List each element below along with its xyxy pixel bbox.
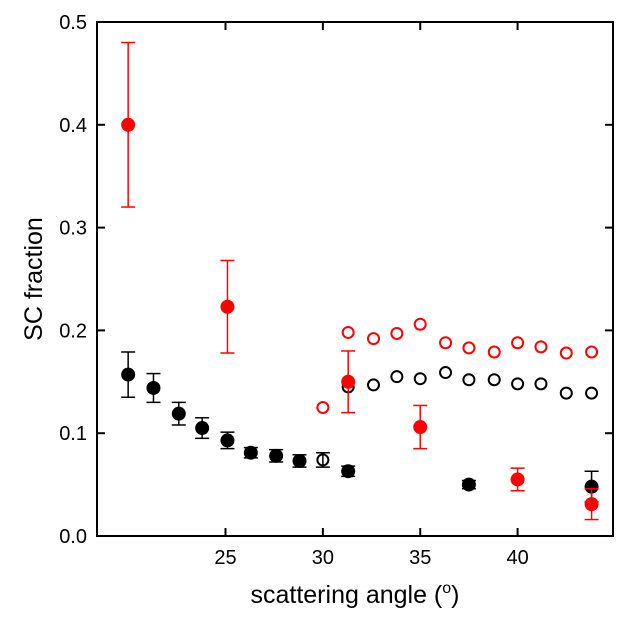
open-point [511, 377, 525, 391]
open-point [462, 373, 476, 387]
open-point [585, 386, 599, 400]
open-point [316, 401, 330, 414]
filled-point [584, 497, 599, 512]
open-point [413, 372, 427, 386]
x-tick-label: 25 [214, 547, 236, 569]
open-point [413, 317, 427, 331]
open-point [511, 336, 525, 350]
y-tick-label: 0.3 [59, 218, 87, 240]
y-axis-label: SC fraction [20, 217, 48, 341]
y-tick-label: 0.1 [59, 423, 87, 445]
filled-point [341, 464, 356, 479]
filled-point [341, 374, 356, 389]
x-tick-label: 40 [506, 547, 528, 569]
filled-point [269, 448, 284, 463]
filled-point [121, 367, 136, 382]
open-point [559, 386, 573, 400]
filled-point [195, 421, 210, 436]
filled-point [146, 380, 161, 395]
open-point [487, 373, 501, 387]
open-point [534, 377, 548, 391]
filled-point [121, 117, 136, 132]
filled-point [220, 299, 235, 314]
open-point [439, 336, 453, 350]
filled-point [584, 479, 599, 494]
filled-point [510, 472, 525, 487]
filled-point [171, 406, 186, 421]
open-point [585, 345, 599, 359]
plot-frame [96, 21, 614, 537]
x-label-text: scattering angle ( [250, 581, 442, 609]
open-point [390, 326, 404, 340]
y-tick-label: 0.5 [59, 12, 87, 34]
open-point [487, 345, 501, 359]
open-point [366, 378, 380, 392]
y-tick-label: 0.0 [59, 526, 87, 548]
x-axis-label: scattering angle (o) [250, 580, 459, 609]
open-point [341, 325, 355, 339]
open-point [439, 366, 453, 380]
x-label-sup: o [442, 580, 451, 597]
open-point [366, 332, 380, 346]
y-tick-label: 0.4 [59, 115, 87, 137]
x-tick-label: 35 [409, 547, 431, 569]
filled-point [413, 420, 428, 435]
filled-point [461, 477, 476, 492]
open-point [390, 370, 404, 384]
open-point [462, 341, 476, 355]
y-tick-label: 0.2 [59, 320, 87, 342]
open-point [559, 346, 573, 360]
filled-point [220, 433, 235, 448]
x-tick-label: 30 [312, 547, 334, 569]
filled-point [243, 445, 258, 460]
filled-point [292, 453, 307, 468]
open-point [534, 340, 548, 354]
open-point [316, 453, 330, 467]
x-label-end: ) [451, 581, 459, 609]
